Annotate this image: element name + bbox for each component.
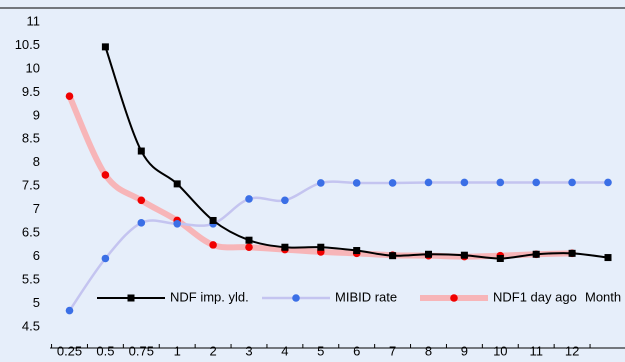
point	[137, 196, 146, 205]
point	[460, 251, 468, 259]
point	[317, 179, 325, 187]
y-tick-label: 7	[33, 201, 40, 216]
y-tick-label: 9	[33, 107, 40, 122]
point	[245, 195, 253, 203]
point	[209, 216, 217, 224]
x-tick-label: 0.75	[129, 343, 154, 358]
y-tick-label: 11	[27, 13, 41, 28]
series-line	[104, 46, 609, 260]
legend-marker	[127, 294, 135, 302]
y-tick-label: 5	[33, 295, 40, 310]
point	[424, 178, 433, 187]
x-tick-label: 7	[389, 343, 396, 358]
point	[245, 236, 253, 244]
x-tick-label: 0.25	[57, 343, 82, 358]
x-axis-title: Month	[585, 289, 621, 304]
x-tick-label: 12	[565, 343, 579, 358]
point	[568, 249, 576, 257]
x-tick-label: 2	[209, 343, 216, 358]
x-tick-label: 9	[461, 343, 468, 358]
y-tick-label: 9.5	[22, 84, 40, 99]
legend-label: NDF1 day ago	[493, 289, 577, 304]
point	[352, 179, 361, 187]
point	[353, 247, 361, 255]
point	[568, 178, 576, 187]
point	[460, 178, 469, 187]
point	[281, 196, 289, 205]
point	[65, 306, 74, 315]
point	[425, 250, 432, 258]
x-tick-label: 6	[353, 343, 360, 358]
y-tick-label: 6.5	[22, 225, 40, 240]
point	[317, 243, 325, 251]
x-tick-label: 10	[493, 343, 507, 358]
y-tick-label: 7.5	[22, 178, 40, 193]
point	[496, 178, 505, 187]
x-tick-label: 0.5	[96, 343, 114, 358]
point	[137, 147, 145, 155]
point	[604, 254, 612, 262]
legend-label: MIBID rate	[335, 289, 397, 304]
y-tick-label: 8	[33, 154, 40, 169]
point	[101, 171, 110, 179]
x-tick-label: 8	[425, 343, 432, 358]
point	[101, 254, 110, 263]
x-tick-label: 11	[529, 343, 543, 358]
y-tick-label: 6	[33, 248, 40, 263]
x-tick-label: 1	[174, 343, 181, 358]
x-tick-label: 3	[245, 343, 252, 358]
point	[101, 43, 109, 51]
x-tick-label: 4	[281, 343, 288, 358]
point	[209, 241, 217, 249]
series-line	[66, 94, 573, 260]
series-line	[68, 180, 608, 312]
point	[532, 250, 540, 258]
point	[173, 180, 181, 188]
point	[65, 92, 74, 100]
legend-marker	[292, 294, 300, 302]
y-tick-label: 5.5	[22, 272, 40, 287]
y-tick-label: 8.5	[22, 131, 40, 146]
point	[604, 178, 612, 187]
point	[532, 178, 540, 187]
y-tick-label: 10	[26, 60, 40, 75]
y-tick-label: 10.5	[15, 37, 40, 52]
point	[245, 243, 253, 252]
point	[388, 179, 397, 187]
y-tick-label: 4.5	[22, 318, 40, 333]
legend-label: NDF imp. yld.	[170, 289, 249, 304]
legend-marker	[450, 294, 458, 302]
point	[389, 252, 397, 260]
point	[137, 219, 146, 227]
point	[173, 219, 181, 228]
x-tick-label: 5	[317, 343, 324, 358]
point	[281, 243, 289, 251]
point	[496, 254, 504, 262]
